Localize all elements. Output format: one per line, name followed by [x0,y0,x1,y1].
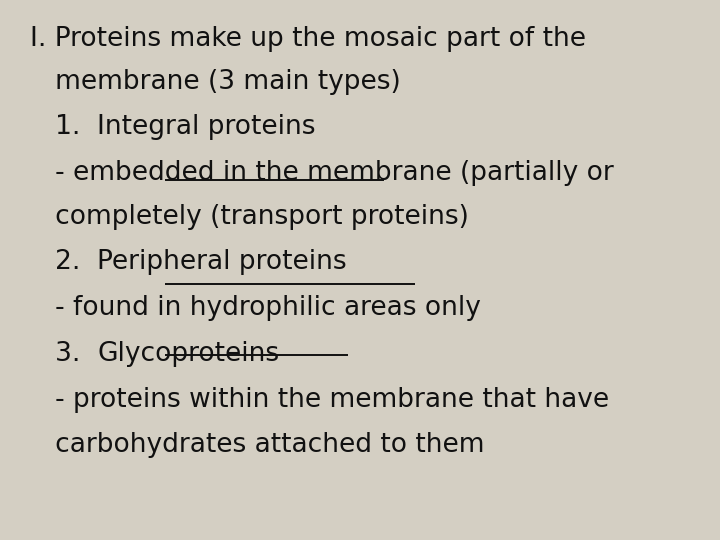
Text: - found in hydrophilic areas only: - found in hydrophilic areas only [30,295,481,321]
Text: Integral proteins: Integral proteins [97,114,316,140]
Text: 2.: 2. [30,249,97,275]
Text: completely (transport proteins): completely (transport proteins) [30,204,469,230]
Text: 1.: 1. [30,114,97,140]
Text: - proteins within the membrane that have: - proteins within the membrane that have [30,387,609,413]
Text: 2.: 2. [30,249,97,275]
Text: I. Proteins make up the mosaic part of the: I. Proteins make up the mosaic part of t… [30,26,586,52]
Text: Glycoproteins: Glycoproteins [97,341,279,367]
Text: 3.: 3. [30,341,97,367]
Text: 1.: 1. [30,114,97,140]
Text: 3.: 3. [30,341,97,367]
Text: - embedded in the membrane (partially or: - embedded in the membrane (partially or [30,160,614,186]
Text: carbohydrates attached to them: carbohydrates attached to them [30,432,485,458]
Text: Peripheral proteins: Peripheral proteins [97,249,347,275]
Text: membrane (3 main types): membrane (3 main types) [30,69,401,95]
